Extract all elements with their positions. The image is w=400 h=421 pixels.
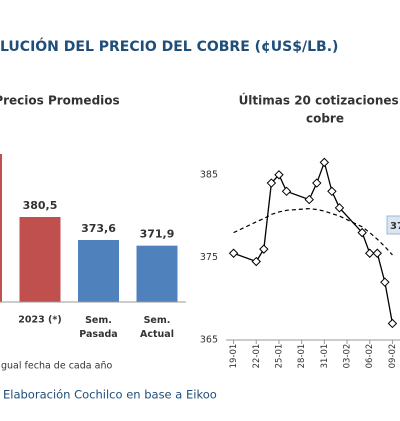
x-tick-label: 06-02 [365,344,375,369]
value-label: 371,9 [140,228,175,241]
x-tick-label: 22-01 [252,344,262,369]
point [387,318,398,329]
point [372,248,383,258]
point [357,227,367,238]
point [228,248,239,258]
y-tick-label: 365 [200,335,218,346]
point [380,277,390,287]
annotation-box [386,215,400,235]
value-label: 373,6 [81,222,116,235]
point [312,178,322,188]
x-tick-label: 03-02 [343,344,353,369]
bar [136,245,178,302]
point [334,203,345,213]
x-tick-label: 19-01 [229,344,239,369]
point [274,170,284,180]
annotation: 37 [390,221,400,232]
x-tick-label: Sem. Pasada [79,315,117,340]
x-tick-label: 2023 (*) [18,315,61,326]
trend-line [233,208,393,256]
y-tick-label: 385 [200,169,218,180]
page-title: LUCIÓN DEL PRECIO DEL COBRE (¢US$/LB.) [0,37,338,55]
line-chart-title: Últimas 20 cotizaciones d [239,93,400,108]
value-label: 380,5 [23,199,58,212]
point [259,244,269,254]
point [281,186,292,197]
point [304,194,314,205]
point [365,248,375,258]
footnote: gual fecha de cada año [1,361,112,372]
bar [19,217,61,302]
point [319,157,330,168]
point [266,178,277,188]
source: Elaboración Cochilco en base a Eikoo [3,388,217,402]
bar-chart-title: Precios Promedios [0,94,120,108]
x-tick-label: Sem. Actual [140,315,174,340]
bar [78,240,119,302]
y-tick-label: 375 [200,252,218,263]
bar [0,154,2,302]
x-tick-label: 09-02 [388,344,398,369]
x-tick-label: 31-01 [320,344,330,369]
line-chart-title: cobre [306,112,344,126]
price-line [233,160,394,324]
x-tick-label: 28-01 [297,344,307,369]
point [251,256,261,267]
point [327,186,337,197]
x-tick-label: 25-01 [274,344,284,369]
